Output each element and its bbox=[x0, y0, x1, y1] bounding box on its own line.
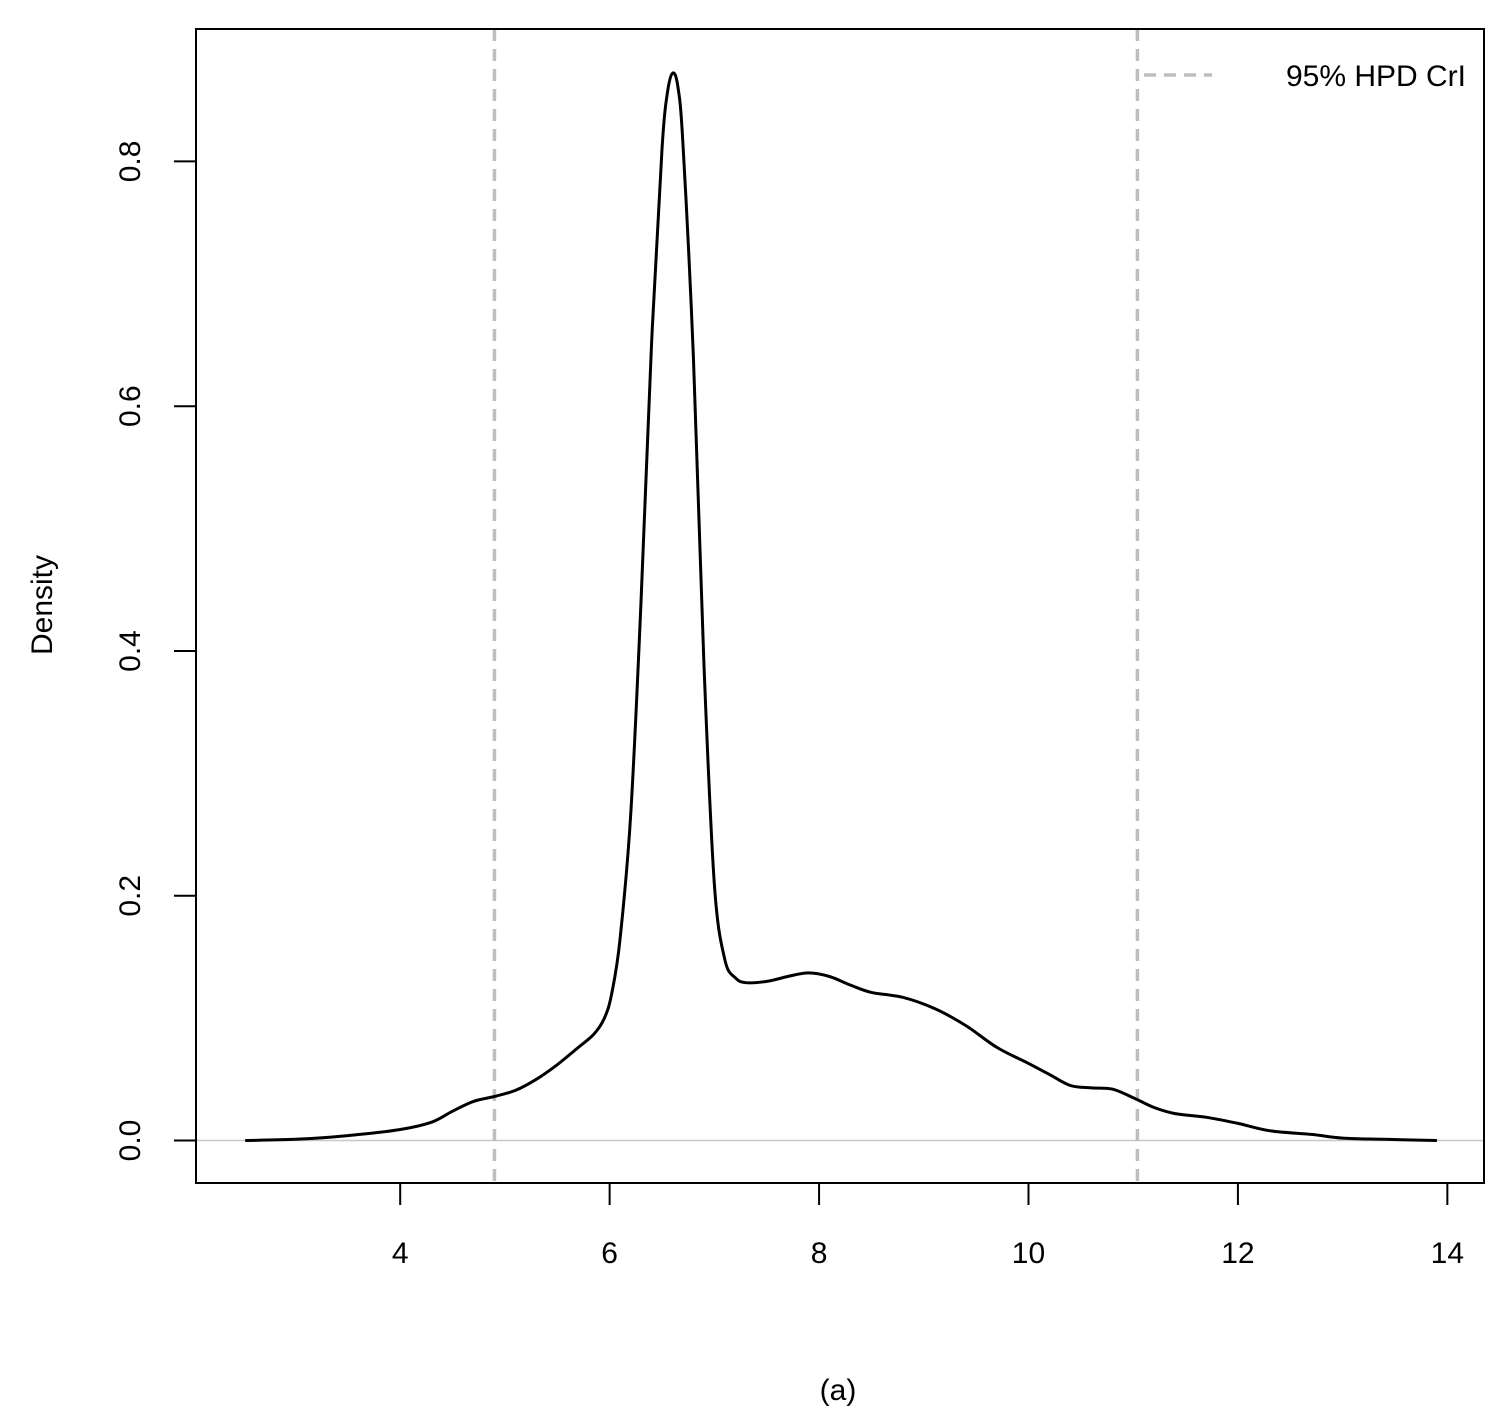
legend: 95% HPD CrI bbox=[1144, 60, 1466, 93]
y-axis-label: Density bbox=[26, 555, 59, 655]
figure-caption: (a) bbox=[820, 1374, 857, 1407]
y-tick-label: 0.2 bbox=[114, 875, 147, 917]
density-curve-0 bbox=[245, 71, 1437, 1142]
y-tick-label: 0.6 bbox=[114, 385, 147, 427]
density-series bbox=[245, 71, 1437, 1142]
x-tick-label: 12 bbox=[1221, 1237, 1254, 1270]
x-tick-label: 6 bbox=[601, 1237, 618, 1270]
plot-frame bbox=[195, 28, 1485, 1184]
y-tick-label: 0.0 bbox=[114, 1120, 147, 1162]
y-tick-label: 0.8 bbox=[114, 141, 147, 183]
x-tick-label: 14 bbox=[1431, 1237, 1464, 1270]
y-axis: 0.0 0.2 0.4 0.6 0.8 bbox=[114, 141, 197, 1162]
y-tick-label: 0.4 bbox=[114, 630, 147, 672]
x-tick-label: 8 bbox=[811, 1237, 828, 1270]
hpd-interval-lines bbox=[492, 29, 1140, 1183]
x-axis: 4 6 8 10 12 14 bbox=[392, 1182, 1464, 1270]
legend-label: 95% HPD CrI bbox=[1286, 60, 1466, 93]
x-tick-label: 10 bbox=[1012, 1237, 1045, 1270]
x-tick-label: 4 bbox=[392, 1237, 409, 1270]
